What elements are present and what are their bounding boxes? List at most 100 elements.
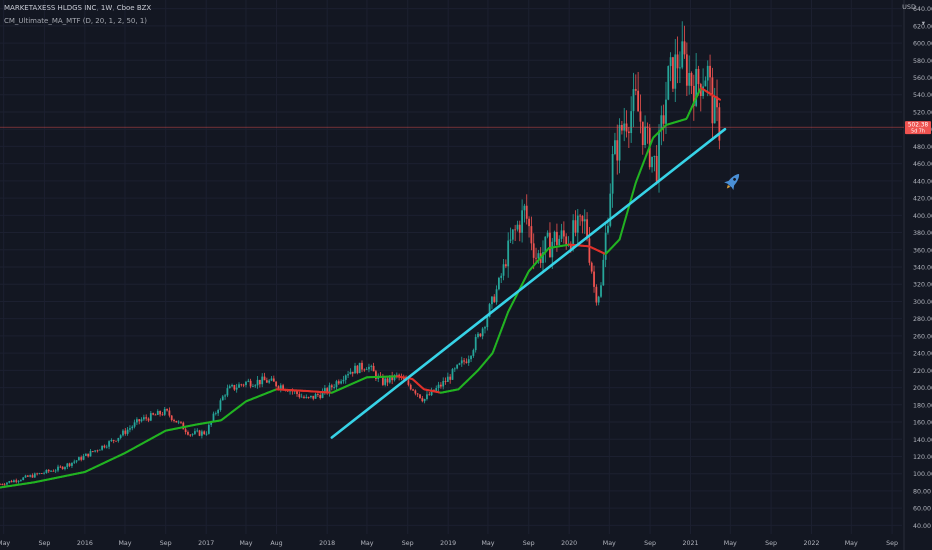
price-tick-label: 580.00	[913, 58, 932, 65]
candle-body	[33, 473, 36, 478]
candle-body	[265, 380, 268, 383]
candle-body	[627, 131, 630, 134]
candle-body	[507, 240, 510, 267]
candle-body	[142, 417, 145, 420]
symbol-header[interactable]: MARKETAXESS HLDGS INC, 1W, Cboe BZX	[4, 4, 152, 12]
candle-body	[718, 107, 721, 141]
candle-body	[340, 381, 343, 384]
rocket-icon	[724, 173, 740, 191]
candle-body	[50, 470, 52, 472]
price-tick-label: 480.00	[913, 144, 932, 151]
candle-body	[31, 475, 34, 478]
candle-body	[558, 238, 561, 245]
candle-body	[240, 384, 243, 386]
candle-body	[586, 219, 588, 239]
chevron-down-icon[interactable]: ▾	[921, 19, 925, 27]
candle-body	[17, 480, 20, 482]
chart-grid	[0, 0, 902, 534]
candle-body	[611, 153, 614, 194]
candle-body	[163, 409, 166, 415]
candle-body	[3, 484, 6, 486]
candle-body	[572, 220, 575, 250]
candle-body	[363, 369, 366, 371]
candle-body	[574, 220, 577, 233]
candle-body	[187, 432, 189, 435]
time-tick-label: Sep	[644, 540, 656, 547]
candle-body	[532, 243, 535, 258]
candle-body	[669, 57, 672, 67]
candle-body	[154, 414, 157, 416]
candle-body	[217, 410, 220, 414]
candle-body	[569, 244, 572, 250]
candle-body	[224, 395, 226, 397]
price-tick-label: 620.00	[913, 23, 932, 30]
candle-body	[64, 467, 66, 470]
rocket-fins	[724, 180, 735, 191]
trendline[interactable]	[330, 127, 727, 439]
price-tick-label: 180.00	[913, 402, 932, 409]
candle-body	[156, 411, 159, 415]
exchange-label: Cboe BZX	[116, 4, 152, 12]
candle-body	[556, 231, 558, 245]
candle-body	[98, 449, 101, 451]
candle-body	[451, 369, 454, 380]
candle-body	[634, 89, 637, 91]
candle-body	[182, 422, 185, 430]
candle-body	[620, 125, 623, 131]
price-tick-label: 260.00	[913, 333, 932, 340]
candle-body	[191, 433, 194, 435]
candle-body	[372, 365, 375, 372]
candle-body	[180, 421, 182, 423]
candle-body	[365, 369, 368, 371]
candle-body	[105, 446, 108, 448]
candle-body	[115, 440, 117, 442]
candle-body	[470, 355, 472, 360]
currency-label[interactable]: USD	[902, 3, 916, 11]
candle-body	[509, 239, 512, 241]
price-tick-label: 140.00	[913, 437, 932, 444]
price-tick-label: 300.00	[913, 299, 932, 306]
candle-body	[644, 126, 646, 145]
bar-countdown: 5d 7h	[911, 128, 925, 134]
price-tick-label: 220.00	[913, 368, 932, 375]
candle-body	[639, 111, 642, 122]
candle-body	[272, 378, 275, 382]
price-tick-label: 600.00	[913, 41, 932, 48]
price-tick-label: 540.00	[913, 92, 932, 99]
candle-body	[29, 475, 32, 477]
candle-body	[416, 393, 419, 395]
candle-body	[655, 155, 658, 182]
candle-body	[609, 193, 612, 226]
price-tick-label: 100.00	[913, 471, 932, 478]
candle-body	[672, 57, 674, 89]
ma-segment	[718, 98, 722, 101]
candle-body	[514, 229, 517, 231]
time-tick-label: Sep	[38, 540, 50, 547]
candle-body	[279, 385, 282, 389]
price-axis[interactable]: 640.00 620.00 600.00 580.00 560.00 540.00 520.…	[903, 0, 932, 550]
indicator-legend[interactable]: CM_Ultimate_MA_MTF (D, 20, 1, 2, 50, 1)	[4, 17, 148, 25]
candle-body	[435, 388, 438, 392]
rocket-window	[733, 177, 736, 181]
candle-body	[238, 384, 240, 388]
candle-body	[521, 210, 524, 233]
candle-body	[560, 230, 563, 239]
candle-body	[479, 333, 482, 337]
candle-body	[133, 422, 136, 427]
candle-body	[296, 390, 298, 395]
candle-body	[249, 380, 252, 387]
candle-body	[351, 371, 354, 374]
price-tick-label: 160.00	[913, 420, 932, 427]
candle-body	[713, 96, 716, 124]
candle-body	[330, 385, 333, 388]
candle-body	[173, 420, 175, 421]
candle-body	[210, 421, 213, 425]
candle-body	[235, 387, 238, 390]
candle-body	[704, 80, 707, 87]
candle-body	[460, 360, 463, 364]
time-tick-label: May	[0, 540, 10, 547]
candle-body	[212, 413, 215, 422]
candle-body	[26, 475, 29, 477]
time-axis[interactable]: May Sep 2016 May Sep 2017 May Aug 2018 May Sep 2019…	[0, 540, 898, 547]
